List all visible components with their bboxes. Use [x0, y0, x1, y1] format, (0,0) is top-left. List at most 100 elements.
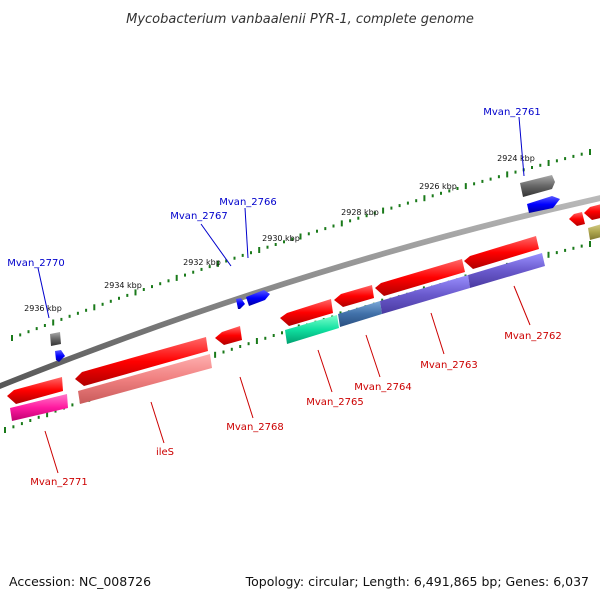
gene-feature-mvan-2767[interactable] — [236, 298, 245, 309]
gene-feature-mvan-2771[interactable] — [7, 377, 63, 404]
outer-tick — [118, 296, 120, 300]
accession-label: Accession: NC_008726 — [9, 574, 152, 589]
gene-label-mvan-2762[interactable]: Mvan_2762 — [504, 331, 561, 342]
outer-tick — [192, 270, 195, 274]
outer-tick — [398, 204, 401, 208]
scale-label-2932: 2932 kbp — [183, 258, 221, 267]
outer-tick — [52, 319, 55, 326]
gene-label-mvan-2770[interactable]: Mvan_2770 — [7, 258, 64, 269]
inner-tick — [272, 334, 275, 337]
gene-feature-mvan-2765[interactable] — [280, 299, 333, 326]
gene-label-mvan-2767[interactable]: Mvan_2767 — [170, 211, 227, 222]
gene-label-mvan-2771[interactable]: Mvan_2771 — [30, 477, 87, 488]
inner-tick — [29, 419, 32, 422]
gene-feature-mvan-2768[interactable] — [215, 326, 242, 345]
outer-tick — [357, 216, 360, 220]
inner-tick — [264, 336, 267, 340]
inner-tick — [555, 251, 558, 255]
outer-tick — [200, 267, 203, 271]
inner-tick — [37, 415, 40, 419]
gene-feature-mvan-2770[interactable] — [55, 350, 65, 362]
cog-feature-mvan-2765[interactable] — [285, 315, 339, 344]
outer-tick — [167, 279, 170, 283]
scale-label-2928: 2928 kbp — [341, 208, 379, 217]
outer-tick — [175, 274, 178, 281]
inner-tick — [239, 345, 242, 348]
outer-tick — [589, 149, 591, 155]
cog-feature-mvan-2764[interactable] — [338, 301, 382, 327]
outer-tick — [332, 224, 335, 228]
outer-tick — [324, 227, 327, 231]
outer-tick — [266, 245, 269, 249]
outer-tick — [406, 201, 409, 205]
inner-tick — [46, 411, 49, 418]
outer-tick — [415, 199, 418, 203]
outer-tick — [572, 154, 575, 158]
inner-tick — [4, 427, 6, 433]
gene-feature-mvan-2770-pseudo[interactable] — [50, 332, 61, 346]
inner-tick — [222, 350, 225, 354]
outer-tick — [514, 170, 517, 174]
outer-tick — [555, 159, 558, 163]
gene-label-mvan-2768[interactable]: Mvan_2768 — [226, 422, 283, 433]
inner-tick — [572, 246, 575, 250]
cog-feature-mvan-2771[interactable] — [10, 394, 68, 421]
gene-feature-mvan-2761-pseudo[interactable] — [520, 175, 555, 197]
gene-feature-mvan-2761[interactable] — [527, 196, 560, 213]
genome-backbone — [0, 195, 600, 389]
outer-tick — [481, 179, 484, 183]
cog-feature-iles[interactable] — [78, 354, 212, 404]
gene-feature-mvan-2763[interactable] — [375, 259, 465, 296]
outer-tick — [365, 214, 368, 218]
outer-tick — [489, 177, 492, 181]
outer-tick — [431, 194, 434, 198]
outer-tick — [43, 324, 46, 327]
gene-label-mvan-2764[interactable]: Mvan_2764 — [354, 382, 411, 393]
outer-tick — [274, 243, 277, 246]
gene-label-mvan-2765[interactable]: Mvan_2765 — [306, 397, 363, 408]
gene-feature-mvan-2766[interactable] — [246, 290, 270, 306]
outer-tick — [76, 311, 79, 315]
outer-tick — [35, 327, 38, 331]
gene-labels: Mvan_2761 Mvan_2766 Mvan_2767 Mvan_2770 … — [7, 107, 561, 488]
gene-label-mvan-2761[interactable]: Mvan_2761 — [483, 107, 540, 118]
inner-tick — [589, 241, 591, 247]
inner-tick — [12, 425, 15, 429]
function-class-features — [10, 223, 600, 421]
outer-tick — [217, 260, 219, 267]
outer-tick — [19, 333, 22, 337]
outer-tick — [564, 157, 567, 161]
outer-tick — [299, 233, 302, 240]
gene-feature-iles[interactable] — [75, 337, 208, 386]
outer-tick — [208, 265, 211, 269]
inner-tick — [580, 244, 583, 248]
outer-tick — [340, 220, 343, 227]
inner-tick — [247, 342, 250, 346]
outer-tick — [142, 288, 145, 291]
cog-feature-right[interactable] — [588, 223, 600, 240]
outer-tick — [440, 191, 442, 195]
gene-feature-mvan-2764[interactable] — [334, 285, 374, 307]
scale-label-2926: 2926 kbp — [419, 182, 457, 191]
label-leaders — [37, 116, 531, 474]
gene-label-iles[interactable]: ileS — [156, 447, 174, 458]
outer-tick — [241, 253, 244, 257]
outer-tick — [93, 304, 96, 311]
cog-feature-mvan-2762[interactable] — [468, 253, 545, 288]
cog-feature-mvan-2763[interactable] — [380, 275, 470, 314]
forward-strand-features — [50, 175, 560, 362]
gene-feature-right-1[interactable] — [569, 212, 585, 226]
outer-tick — [448, 189, 451, 193]
scale-label-2934: 2934 kbp — [104, 281, 142, 290]
outer-tick — [60, 317, 63, 321]
scale-label-2930: 2930 kbp — [262, 234, 300, 243]
gene-label-mvan-2766[interactable]: Mvan_2766 — [219, 197, 276, 208]
gene-feature-mvan-2762[interactable] — [464, 236, 539, 269]
inner-tick — [230, 347, 233, 351]
gene-feature-right-2[interactable] — [584, 203, 600, 220]
inner-tick — [255, 338, 258, 344]
outer-tick — [316, 229, 318, 233]
gene-label-mvan-2763[interactable]: Mvan_2763 — [420, 360, 477, 371]
outer-tick — [283, 240, 285, 244]
